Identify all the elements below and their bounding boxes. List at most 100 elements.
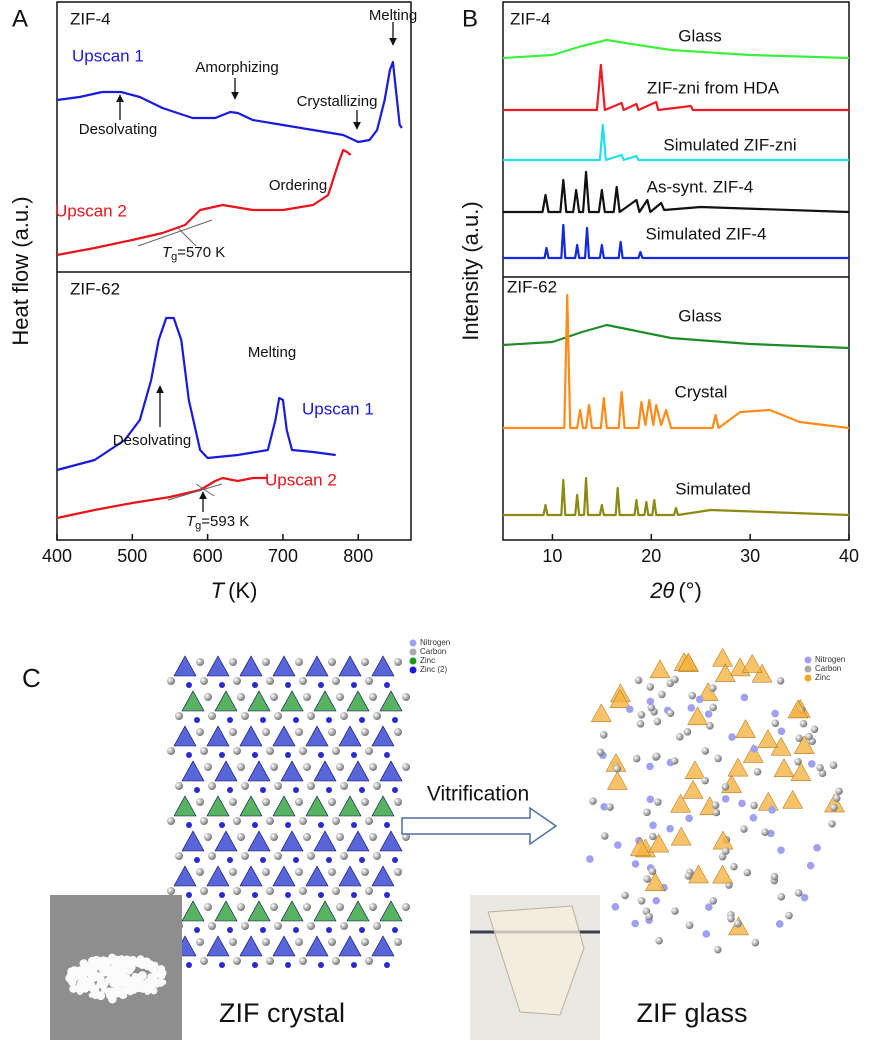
atom: [402, 763, 410, 771]
atom: [229, 728, 237, 736]
tetrahedron: [280, 830, 304, 852]
crystal-grain: [147, 980, 156, 990]
atom: [266, 817, 274, 825]
atom: [233, 817, 241, 825]
tetrahedron: [609, 689, 631, 708]
atom: [721, 795, 730, 803]
atom: [632, 754, 641, 763]
atom: [227, 717, 233, 723]
atom: [634, 676, 643, 684]
series-label: Upscan 2: [55, 201, 127, 220]
x-tick-label: 20: [641, 546, 661, 566]
crystal-grain: [80, 984, 90, 993]
atom: [589, 797, 597, 805]
tetrahedron: [206, 795, 230, 817]
atom: [274, 712, 282, 720]
atom: [295, 658, 303, 666]
legend-swatch: [409, 657, 417, 665]
tetrahedron: [682, 779, 704, 799]
annotation: Melting: [369, 7, 417, 24]
atom: [649, 821, 657, 830]
atom: [303, 903, 311, 911]
atom: [365, 887, 373, 895]
atom: [194, 717, 200, 723]
tangent-line: [195, 483, 215, 497]
atom: [200, 817, 208, 825]
tetrahedron: [742, 743, 764, 763]
tetrahedron: [371, 935, 395, 957]
atom: [336, 903, 344, 911]
atom: [200, 887, 208, 895]
tetrahedron: [670, 793, 692, 813]
atom: [695, 695, 704, 704]
tetrahedron: [688, 864, 709, 884]
atom: [285, 682, 291, 688]
atom: [777, 727, 786, 736]
atom: [332, 957, 340, 965]
atom: [685, 814, 693, 823]
tetrahedron: [346, 690, 370, 712]
atom: [227, 857, 233, 863]
atom: [373, 712, 381, 720]
crystal-grain: [156, 978, 165, 987]
atom: [648, 867, 657, 876]
atom: [351, 892, 357, 898]
atom: [684, 872, 693, 880]
tetrahedron: [239, 795, 263, 817]
atom: [328, 658, 336, 666]
crystal-grain: [90, 974, 99, 982]
crystal-grain: [104, 969, 113, 977]
atom: [392, 857, 398, 863]
atom: [384, 962, 390, 968]
atom: [285, 962, 291, 968]
tetrahedron: [338, 935, 362, 957]
atom: [233, 677, 241, 685]
atom: [794, 757, 802, 766]
atom: [658, 690, 666, 699]
legend-swatch: [804, 665, 812, 673]
atom: [295, 868, 303, 876]
crystal-grain: [101, 988, 107, 994]
atom: [596, 748, 605, 757]
atom: [219, 822, 225, 828]
y-axis-title: Heat flow (a.u.): [8, 196, 33, 345]
atom: [270, 693, 278, 701]
tetrahedron: [239, 865, 263, 887]
tetrahedron: [338, 655, 362, 677]
atom: [740, 693, 749, 702]
crystal-grain: [112, 978, 122, 988]
tetrahedron: [790, 762, 812, 782]
tetrahedron: [782, 789, 804, 809]
tetrahedron: [247, 830, 271, 852]
atom: [794, 889, 803, 897]
atom: [749, 814, 758, 822]
atom: [361, 868, 369, 876]
atom: [654, 798, 662, 806]
atom: [402, 693, 410, 701]
tetrahedron: [346, 760, 370, 782]
atom: [270, 833, 278, 841]
atom: [351, 682, 357, 688]
crystal-grain: [118, 972, 127, 981]
data-line: [503, 170, 850, 214]
atom: [274, 782, 282, 790]
atom: [795, 734, 803, 742]
crystal-grain: [114, 992, 120, 998]
tetrahedron: [649, 659, 671, 679]
atom: [643, 808, 651, 817]
crystal-grain: [117, 955, 127, 965]
atom: [734, 919, 742, 928]
atom: [266, 677, 274, 685]
tetrahedron: [272, 865, 296, 887]
atom: [832, 794, 841, 803]
atom: [392, 717, 398, 723]
atom: [262, 728, 270, 736]
tetrahedron: [173, 795, 197, 817]
atom: [655, 936, 663, 945]
panel-label: B: [462, 5, 478, 32]
tetrahedron: [239, 725, 263, 747]
atom: [646, 683, 655, 691]
series-label: Upscan 1: [302, 399, 374, 418]
tetrahedron: [787, 699, 809, 719]
atom: [750, 801, 758, 810]
